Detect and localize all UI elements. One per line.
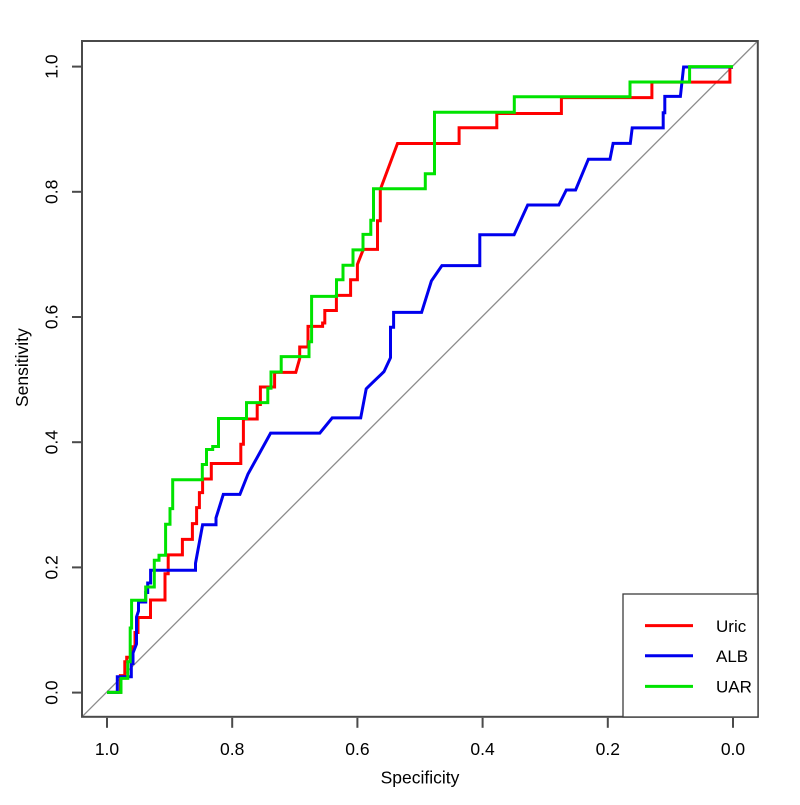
svg-text:0.0: 0.0 [42, 680, 62, 705]
svg-text:0.2: 0.2 [42, 555, 62, 579]
svg-text:UAR: UAR [716, 678, 752, 697]
svg-text:0.8: 0.8 [220, 739, 244, 759]
svg-text:0.4: 0.4 [42, 430, 62, 455]
svg-text:0.6: 0.6 [345, 739, 369, 759]
svg-text:Sensitivity: Sensitivity [12, 328, 32, 407]
svg-text:0.4: 0.4 [470, 739, 495, 759]
svg-text:Specificity: Specificity [381, 768, 460, 788]
svg-text:0.8: 0.8 [42, 180, 62, 204]
svg-text:0.6: 0.6 [42, 305, 62, 329]
svg-text:0.2: 0.2 [596, 739, 620, 759]
svg-text:ALB: ALB [716, 647, 748, 666]
svg-text:0.0: 0.0 [721, 739, 746, 759]
svg-text:Uric: Uric [716, 617, 747, 636]
svg-text:1.0: 1.0 [95, 739, 120, 759]
svg-text:1.0: 1.0 [42, 54, 62, 79]
